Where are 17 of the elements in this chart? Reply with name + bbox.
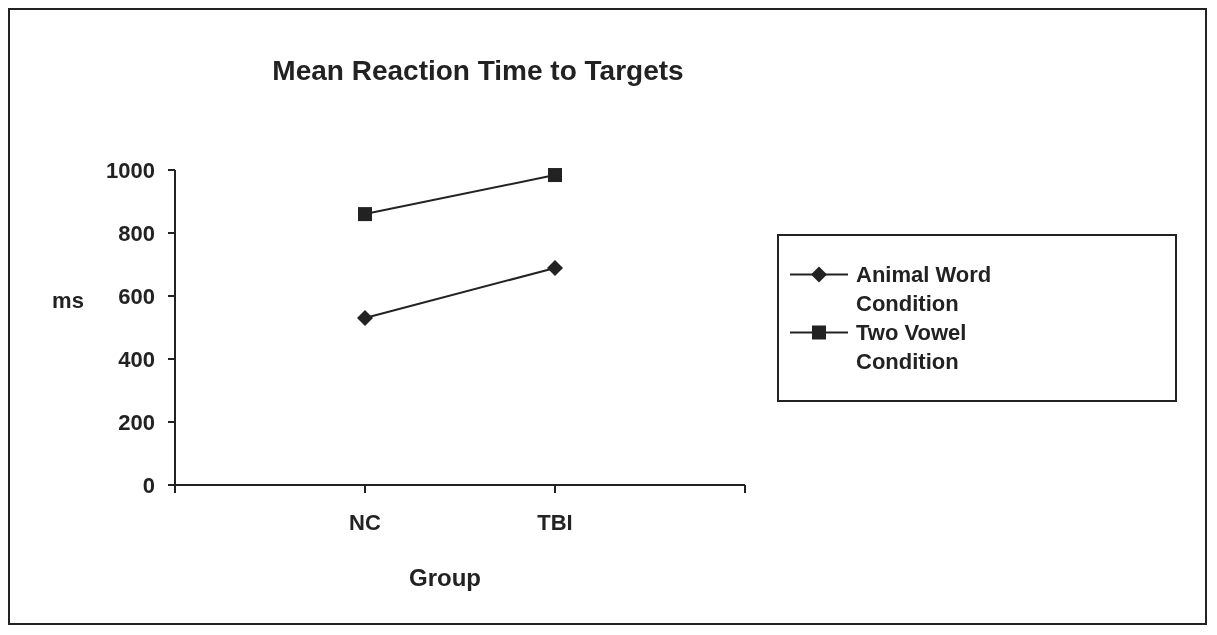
y-tick-label: 400 <box>118 346 155 372</box>
y-tick-label: 200 <box>118 409 155 435</box>
point <box>357 310 373 327</box>
x-axis-title: Group <box>409 564 481 591</box>
y-tick-label: 0 <box>142 472 155 498</box>
chart-title: Mean Reaction Time to Targets <box>272 55 684 86</box>
x-tick-label: TBI <box>537 510 573 535</box>
x-tick-label: NC <box>349 510 381 535</box>
point <box>547 259 563 276</box>
y-tick-label: 1000 <box>106 157 155 183</box>
y-tick-label: 800 <box>118 220 155 246</box>
y-axis-title: ms <box>52 288 84 313</box>
legend-label: Two Vowel Condition <box>856 319 967 374</box>
point <box>358 207 372 222</box>
legend-label: Animal Word Condition <box>856 261 992 316</box>
point <box>548 168 562 183</box>
y-tick-label: 600 <box>118 283 155 309</box>
